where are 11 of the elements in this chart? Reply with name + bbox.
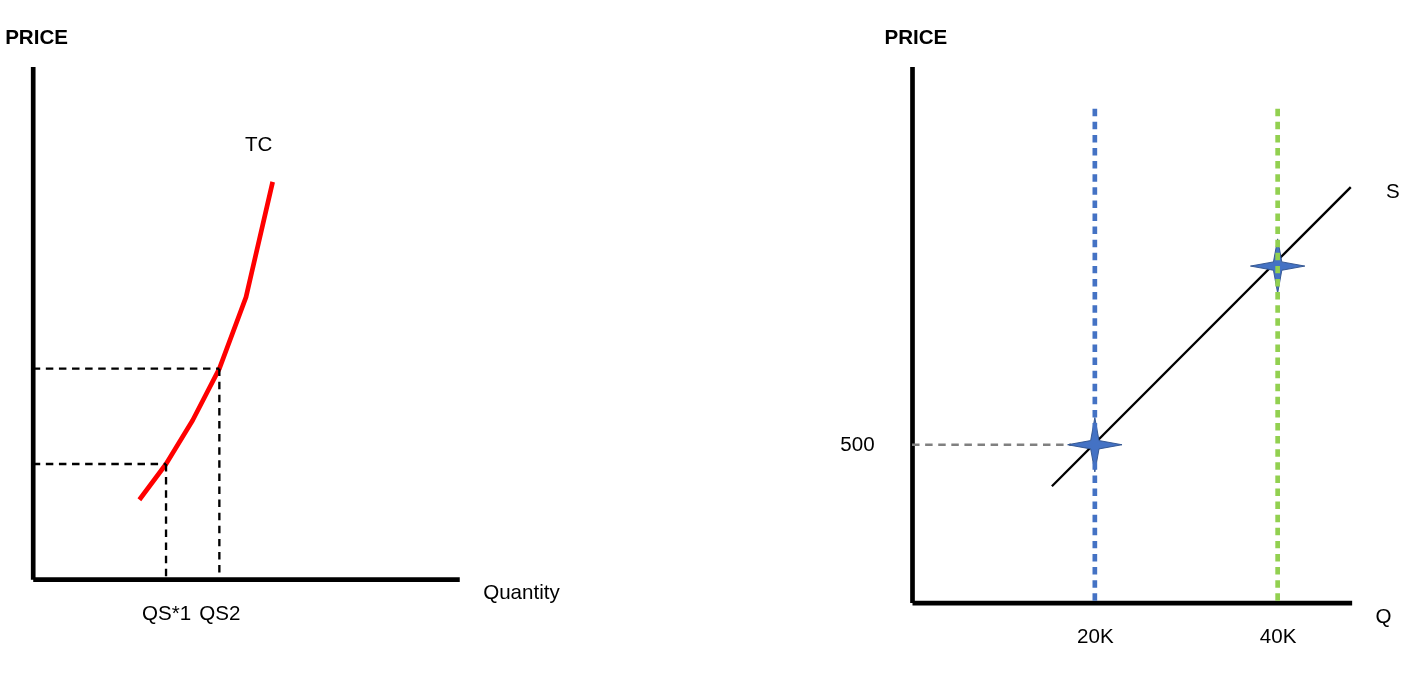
series-label: S [1386,179,1400,203]
x-axis-title: Q [1375,603,1392,627]
y-axis-title: PRICE [5,24,68,48]
series-label: TC [244,132,273,155]
x-tick-label: QS*1 [141,600,192,624]
x-axis-title: Quantity [483,580,561,604]
y-axis-title: PRICE [884,24,948,48]
x-tick-label: 20K [1077,624,1114,648]
x-tick-label: QS2 [199,600,241,624]
x-tick-label: 40K [1259,624,1297,648]
text: 500 [840,432,875,456]
